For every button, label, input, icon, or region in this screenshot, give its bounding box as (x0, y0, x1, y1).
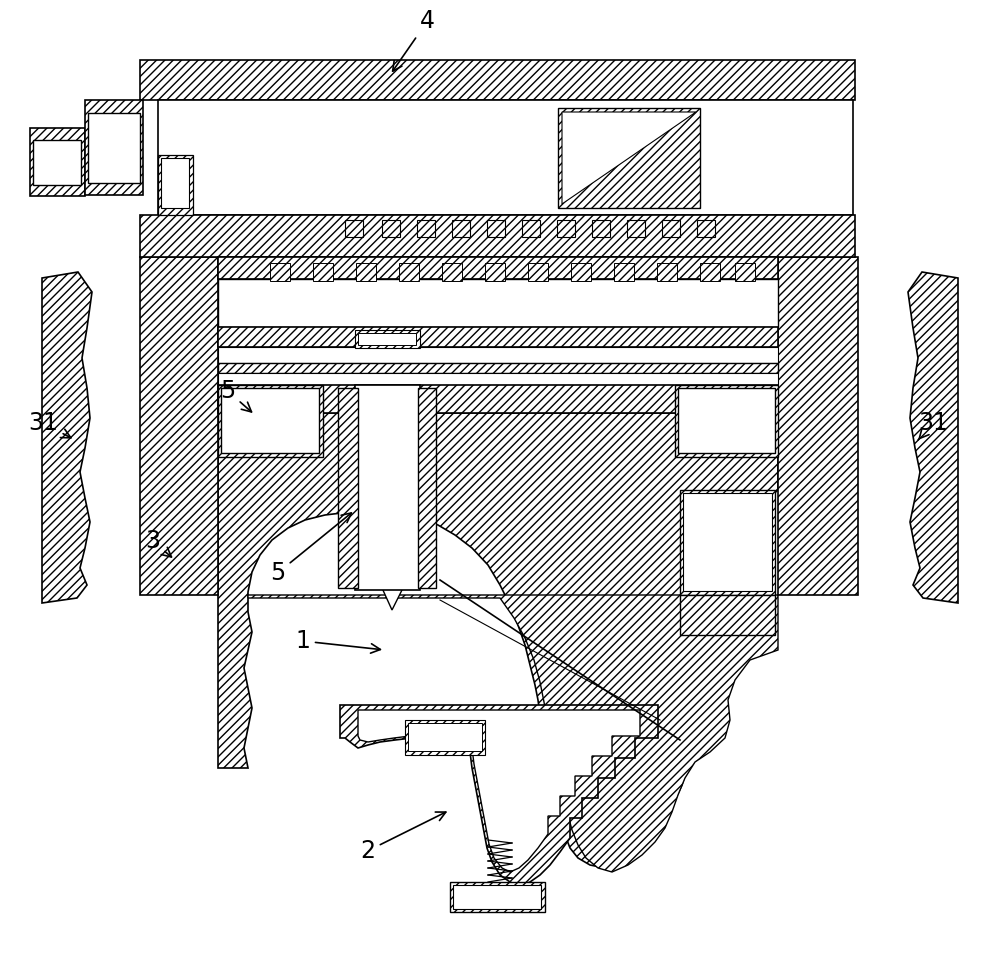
Polygon shape (161, 158, 189, 208)
Text: 31: 31 (28, 411, 71, 438)
Text: 5: 5 (270, 513, 351, 585)
Polygon shape (592, 220, 610, 237)
Polygon shape (140, 215, 855, 257)
Polygon shape (562, 112, 696, 204)
Polygon shape (340, 705, 658, 886)
Polygon shape (487, 220, 505, 237)
Polygon shape (221, 388, 319, 453)
Polygon shape (680, 595, 775, 635)
Polygon shape (528, 263, 548, 281)
Polygon shape (452, 220, 470, 237)
Polygon shape (140, 257, 218, 595)
Polygon shape (657, 263, 677, 281)
Polygon shape (557, 220, 575, 237)
Polygon shape (778, 257, 858, 595)
Polygon shape (908, 272, 958, 603)
Polygon shape (700, 263, 720, 281)
Polygon shape (405, 720, 485, 755)
Polygon shape (614, 263, 634, 281)
Text: 31: 31 (918, 411, 948, 440)
Polygon shape (218, 327, 778, 347)
Polygon shape (218, 385, 323, 457)
Polygon shape (697, 220, 715, 237)
Polygon shape (313, 263, 333, 281)
Polygon shape (158, 100, 853, 215)
Polygon shape (270, 263, 290, 281)
Polygon shape (248, 595, 778, 872)
Text: 3: 3 (145, 529, 171, 557)
Polygon shape (338, 388, 358, 588)
Text: 4: 4 (393, 9, 435, 71)
Polygon shape (140, 60, 855, 100)
Polygon shape (218, 347, 778, 363)
Polygon shape (382, 220, 400, 237)
Polygon shape (42, 272, 92, 603)
Polygon shape (356, 263, 376, 281)
Polygon shape (358, 333, 416, 345)
Polygon shape (218, 385, 778, 413)
Polygon shape (453, 885, 541, 909)
Polygon shape (88, 113, 140, 183)
Polygon shape (218, 363, 778, 373)
Text: 2: 2 (360, 812, 446, 863)
Polygon shape (418, 388, 436, 588)
Polygon shape (485, 263, 505, 281)
Polygon shape (571, 263, 591, 281)
Text: 5: 5 (220, 379, 252, 412)
Polygon shape (218, 373, 778, 385)
Polygon shape (735, 263, 755, 281)
Polygon shape (33, 140, 81, 185)
Polygon shape (218, 413, 778, 868)
Polygon shape (558, 108, 700, 208)
Polygon shape (678, 388, 775, 453)
Text: 1: 1 (295, 629, 380, 653)
Polygon shape (218, 279, 778, 327)
Polygon shape (627, 220, 645, 237)
Polygon shape (355, 330, 420, 348)
Polygon shape (680, 490, 775, 595)
Polygon shape (158, 155, 193, 215)
Polygon shape (450, 882, 545, 912)
Polygon shape (218, 257, 778, 279)
Polygon shape (399, 263, 419, 281)
Polygon shape (683, 493, 772, 591)
Polygon shape (522, 220, 540, 237)
Polygon shape (442, 263, 462, 281)
Polygon shape (408, 723, 482, 751)
Polygon shape (417, 220, 435, 237)
Polygon shape (85, 100, 143, 195)
Polygon shape (356, 413, 436, 610)
Polygon shape (30, 128, 85, 196)
Polygon shape (345, 220, 363, 237)
Polygon shape (662, 220, 680, 237)
Polygon shape (675, 385, 778, 457)
Polygon shape (358, 710, 640, 872)
Polygon shape (355, 385, 420, 590)
